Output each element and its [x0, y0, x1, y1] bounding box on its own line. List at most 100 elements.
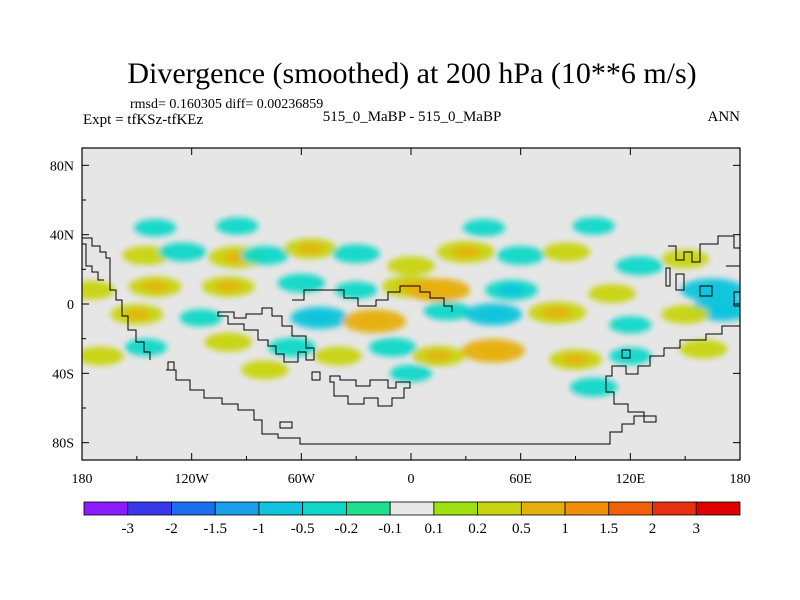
experiment-label: Expt = tfKSz-tfKEz [83, 112, 203, 128]
x-tick-label-5: 120E [616, 472, 646, 487]
anomaly-10 [615, 256, 664, 276]
anomaly-8 [496, 246, 545, 265]
anomaly-core-43 [477, 344, 510, 357]
colorbar-swatch-9 [477, 501, 522, 516]
western-coast-north [82, 243, 104, 281]
anomaly-16 [82, 280, 115, 300]
anomaly-core-18 [215, 281, 242, 292]
anomaly-5 [332, 244, 380, 264]
x-tick-label-3: 0 [408, 472, 415, 487]
anomaly-core-25 [696, 284, 729, 297]
anomaly-35 [661, 305, 709, 324]
y-tick-label-2: 0 [67, 298, 74, 313]
colorbar-swatch-13 [652, 501, 697, 516]
colorbar-label-2: -1.5 [203, 521, 227, 537]
anomaly-core-32 [478, 308, 508, 320]
anomaly-core-17 [141, 281, 169, 292]
small-island-2 [279, 421, 293, 429]
plot-background [82, 148, 740, 460]
anomaly-3 [240, 246, 289, 265]
small-island-1 [167, 361, 175, 371]
anomaly-9 [542, 242, 591, 262]
colorbar-swatch-0 [83, 501, 129, 516]
colorbar-swatch-5 [302, 501, 347, 516]
colorbar-swatch-7 [389, 501, 435, 516]
asia-coast [668, 235, 740, 263]
colorbar-swatch-2 [171, 501, 216, 516]
anomaly-36 [82, 346, 125, 366]
y-tick-label-3: 40S [52, 367, 74, 382]
antarctica-coast [166, 325, 740, 445]
anomaly-31 [423, 301, 472, 321]
colorbar-swatch-1 [127, 501, 172, 516]
colorbar-swatch-6 [345, 501, 391, 516]
y-tick-label-4: 80S [52, 437, 74, 452]
anomaly-core-29 [305, 312, 335, 324]
colorbar-swatch-14 [695, 501, 741, 516]
colorbar: -3 -2 -1.5 -1 -0.5 -0.2 -0.1 0.1 0.2 0.5 1 1.5 2 3 [83, 501, 741, 537]
anomaly-12 [133, 219, 177, 237]
anomaly-core-42 [425, 350, 452, 362]
anomaly-34 [609, 316, 652, 334]
anomaly-37 [124, 338, 168, 356]
south-america-coast [217, 307, 315, 363]
anomaly-24 [588, 284, 636, 303]
anomaly-38 [204, 332, 253, 352]
anomaly-13 [216, 217, 259, 235]
colorbar-label-10: 1 [561, 521, 569, 537]
anomaly-core-30 [358, 315, 391, 328]
colorbar-swatch-4 [258, 501, 304, 516]
anomaly-48 [389, 364, 433, 382]
anomaly-core-26 [705, 303, 738, 316]
colorbar-label-9: 0.5 [512, 521, 531, 537]
colorbar-label-3: -1 [253, 521, 266, 537]
case-label: 515_0_MaBP - 515_0_MaBP [323, 109, 502, 125]
colorbar-swatch-8 [433, 501, 479, 516]
y-tick-label-1: 40N [50, 229, 74, 244]
anomaly-46 [679, 339, 728, 359]
colorbar-label-4: -0.5 [291, 521, 315, 537]
season-label: ANN [708, 109, 741, 125]
colorbar-label-12: 2 [649, 521, 657, 537]
axis-labels: 180 120W 60W 0 60E 120E 180 80N 40N 0 40S 80S [50, 159, 751, 487]
anomaly-19 [277, 273, 326, 293]
anomaly-core-4 [297, 243, 324, 254]
anomaly-47 [240, 360, 289, 380]
stats-line: rmsd= 0.160305 diff= 0.00236859 [130, 97, 323, 112]
indonesia-islands [665, 267, 713, 297]
colorbar-label-11: 1.5 [599, 521, 618, 537]
colorbar-swatch-10 [520, 501, 566, 516]
australia-coast [726, 265, 740, 307]
small-island-3 [311, 371, 321, 381]
colorbar-swatch-11 [564, 501, 610, 516]
anomaly-0 [122, 246, 170, 265]
anomaly-20 [334, 281, 378, 299]
anomaly-40 [314, 346, 362, 366]
colorbar-label-1: -2 [165, 521, 178, 537]
chart-title: Divergence (smoothed) at 200 hPa (10**6 … [127, 57, 696, 90]
anomaly-41 [368, 337, 417, 357]
anomaly-11 [661, 249, 709, 269]
antarctic-peninsula [329, 375, 411, 407]
anomaly-core-33 [542, 307, 572, 319]
anomaly-core-44 [562, 354, 589, 365]
anomaly-core-27 [123, 309, 151, 320]
colorbar-swatch-3 [214, 501, 260, 516]
anomaly-core-23 [498, 285, 525, 296]
y-tick-label-0: 80N [50, 159, 74, 174]
anomaly-core-7 [451, 246, 481, 258]
anomaly-49 [569, 377, 618, 397]
africa-coast [292, 285, 453, 312]
x-tick-label-4: 60E [509, 472, 532, 487]
x-tick-label-1: 120W [175, 472, 210, 487]
colorbar-label-6: -0.1 [378, 521, 402, 537]
axis-ticks [81, 148, 741, 460]
small-island-4 [621, 349, 631, 359]
colorbar-label-5: -0.2 [335, 521, 359, 537]
x-tick-label-0: 180 [72, 472, 93, 487]
x-tick-label-2: 60W [288, 472, 316, 487]
colorbar-label-8: 0.2 [468, 521, 487, 537]
colorbar-label-0: -3 [121, 521, 134, 537]
anomaly-6 [387, 256, 435, 276]
coastlines [82, 235, 740, 445]
